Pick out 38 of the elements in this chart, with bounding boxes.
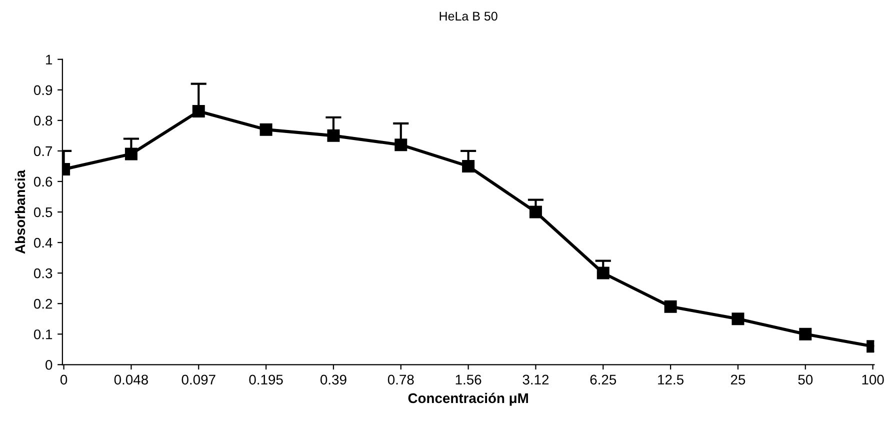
point <box>596 266 610 280</box>
point <box>394 138 408 152</box>
y-tick-label: 0.3 <box>34 268 52 278</box>
x-tick-label: 50 <box>798 374 813 385</box>
x-tick-label: 0.048 <box>114 374 148 385</box>
y-tick-label: 0.6 <box>34 176 52 187</box>
x-tick-label: 100 <box>862 374 884 385</box>
y-tick-label: 0.8 <box>34 116 52 126</box>
point <box>529 206 542 218</box>
x-axis-title: Concentración μM <box>408 392 528 406</box>
y-tick-label: 0.5 <box>34 207 52 218</box>
x-tick-label: 0.097 <box>182 374 216 385</box>
x-tick-label: 0.78 <box>388 374 414 385</box>
x-tick-label: 12.5 <box>658 374 684 385</box>
y-tick-label: 0.7 <box>34 146 52 156</box>
x-tick-label: 25 <box>730 374 746 385</box>
x-tick-label: 1.56 <box>456 374 482 385</box>
point <box>192 105 205 118</box>
point <box>260 123 272 136</box>
y-tick-label: 0.1 <box>34 329 52 340</box>
y-axis-title: Absorbancia <box>14 170 26 254</box>
y-tick-label: 0.9 <box>34 85 52 96</box>
x-tick-label: 6.25 <box>590 374 616 385</box>
x-tick-label: 0.195 <box>249 374 283 385</box>
x-tick-label: 0.39 <box>320 374 346 385</box>
x-tick-label: 3.12 <box>522 374 549 385</box>
point <box>732 312 744 326</box>
chart-title: HeLa B 50 <box>440 12 498 21</box>
y-tick-label: 0 <box>46 360 52 370</box>
y-tick-label: 0.2 <box>34 298 52 309</box>
point <box>462 160 475 172</box>
point <box>664 300 677 313</box>
point <box>327 129 340 142</box>
point <box>124 148 138 160</box>
y-tick-label: 1 <box>46 54 52 64</box>
y-tick-label: 0.4 <box>34 238 52 248</box>
x-tick-label: 0 <box>60 374 68 385</box>
point <box>799 328 812 340</box>
